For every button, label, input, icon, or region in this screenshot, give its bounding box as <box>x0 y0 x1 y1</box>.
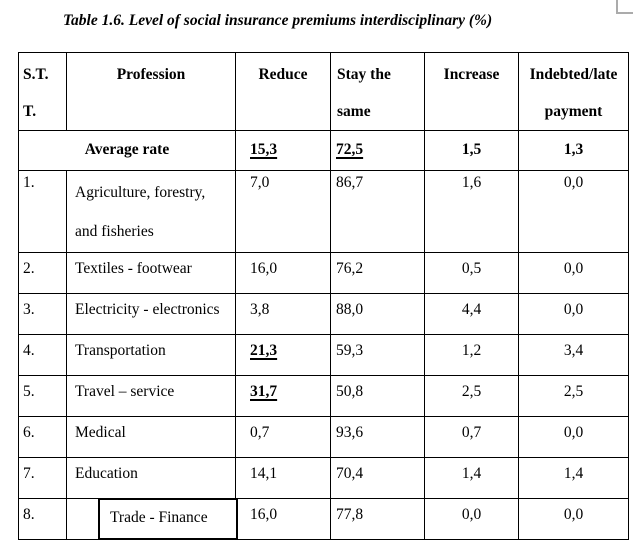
cell-row-number: 7. <box>18 457 67 499</box>
table-caption: Table 1.6. Level of social insurance pre… <box>63 12 493 29</box>
col-header-stay-line2: same <box>337 103 371 120</box>
average-rate-row: Average rate 15,3 72,5 1,5 1,3 <box>18 130 629 171</box>
table-row: 4. Transportation 21,3 59,3 1,2 3,4 <box>18 334 629 376</box>
table-row: 3. Electricity - electronics 3,8 88,0 4,… <box>18 293 629 335</box>
col-header-increase: Increase <box>424 52 519 131</box>
cell-increase: 0,0 <box>424 498 519 540</box>
cell-indebted: 0,0 <box>518 252 629 294</box>
col-header-stay-line1: Stay the <box>337 66 391 83</box>
cell-increase: 2,5 <box>424 375 519 417</box>
cell-profession: Education <box>66 457 236 499</box>
cell-reduce: 0,7 <box>235 416 331 458</box>
cell-reduce: 14,1 <box>235 457 331 499</box>
cell-indebted: 3,4 <box>518 334 629 376</box>
table-row: 2. Textiles - footwear 16,0 76,2 0,5 0,0 <box>18 252 629 294</box>
col-header-indebted-line1: Indebted/late <box>529 66 618 83</box>
cell-indebted: 2,5 <box>518 375 629 417</box>
average-rate-label: Average rate <box>18 130 236 171</box>
cell-increase: 0,5 <box>424 252 519 294</box>
col-header-stay: Stay the same <box>330 52 425 131</box>
cell-profession: Electricity - electronics <box>66 293 236 335</box>
cell-profession: Textiles - footwear <box>66 252 236 294</box>
col-header-stt-line2: T. <box>23 103 37 120</box>
col-header-indebted: Indebted/late payment <box>518 52 629 131</box>
col-header-profession: Profession <box>66 52 236 131</box>
insurance-table: S.T. T. Profession Reduce Stay the same … <box>18 52 629 540</box>
table-row: 5. Travel – service 31,7 50,8 2,5 2,5 <box>18 375 629 417</box>
cell-indebted: 1,4 <box>518 457 629 499</box>
table-row: 7. Education 14,1 70,4 1,4 1,4 <box>18 457 629 499</box>
cell-reduce: 16,0 <box>235 252 331 294</box>
table-row: 8. 16,0 77,8 0,0 0,0 <box>18 498 629 540</box>
cell-indebted: 0,0 <box>518 170 629 253</box>
average-stay-value: 72,5 <box>330 130 425 171</box>
average-increase-value: 1,5 <box>424 130 519 171</box>
cell-reduce: 7,0 <box>235 170 331 253</box>
cell-row-number: 2. <box>18 252 67 294</box>
cell-reduce: 21,3 <box>235 334 331 376</box>
cell-stay: 50,8 <box>330 375 425 417</box>
average-indebted-value: 1,3 <box>518 130 629 171</box>
col-header-reduce: Reduce <box>235 52 331 131</box>
cell-row-number: 1. <box>18 170 67 253</box>
cell-row-number: 3. <box>18 293 67 335</box>
cell-stay: 70,4 <box>330 457 425 499</box>
cell-reduce: 3,8 <box>235 293 331 335</box>
cell-profession: Agriculture, forestry, and fisheries <box>66 170 236 253</box>
cell-row-number: 4. <box>18 334 67 376</box>
cell-stay: 59,3 <box>330 334 425 376</box>
cell-increase: 1,2 <box>424 334 519 376</box>
cell-increase: 0,7 <box>424 416 519 458</box>
col-header-stt-line1: S.T. <box>23 66 49 83</box>
table-row: 1. Agriculture, forestry, and fisheries … <box>18 170 629 253</box>
cell-stay: 76,2 <box>330 252 425 294</box>
average-reduce-value: 15,3 <box>235 130 331 171</box>
cell-profession: Travel – service <box>66 375 236 417</box>
cell-row-number: 5. <box>18 375 67 417</box>
col-header-stt: S.T. T. <box>18 52 67 131</box>
trade-finance-textbox: Trade - Finance <box>98 498 238 540</box>
cell-indebted: 0,0 <box>518 498 629 540</box>
col-header-indebted-line2: payment <box>544 103 603 120</box>
cell-reduce: 16,0 <box>235 498 331 540</box>
cell-profession: Medical <box>66 416 236 458</box>
table-row: 6. Medical 0,7 93,6 0,7 0,0 <box>18 416 629 458</box>
header-row: S.T. T. Profession Reduce Stay the same … <box>18 52 629 131</box>
cell-row-number: 8. <box>18 498 67 540</box>
textbox-corner-mark <box>616 0 633 14</box>
cell-stay: 86,7 <box>330 170 425 253</box>
cell-increase: 1,6 <box>424 170 519 253</box>
cell-stay: 77,8 <box>330 498 425 540</box>
cell-indebted: 0,0 <box>518 416 629 458</box>
cell-reduce: 31,7 <box>235 375 331 417</box>
cell-stay: 93,6 <box>330 416 425 458</box>
cell-increase: 4,4 <box>424 293 519 335</box>
cell-stay: 88,0 <box>330 293 425 335</box>
cell-profession: Transportation <box>66 334 236 376</box>
cell-row-number: 6. <box>18 416 67 458</box>
cell-increase: 1,4 <box>424 457 519 499</box>
cell-indebted: 0,0 <box>518 293 629 335</box>
